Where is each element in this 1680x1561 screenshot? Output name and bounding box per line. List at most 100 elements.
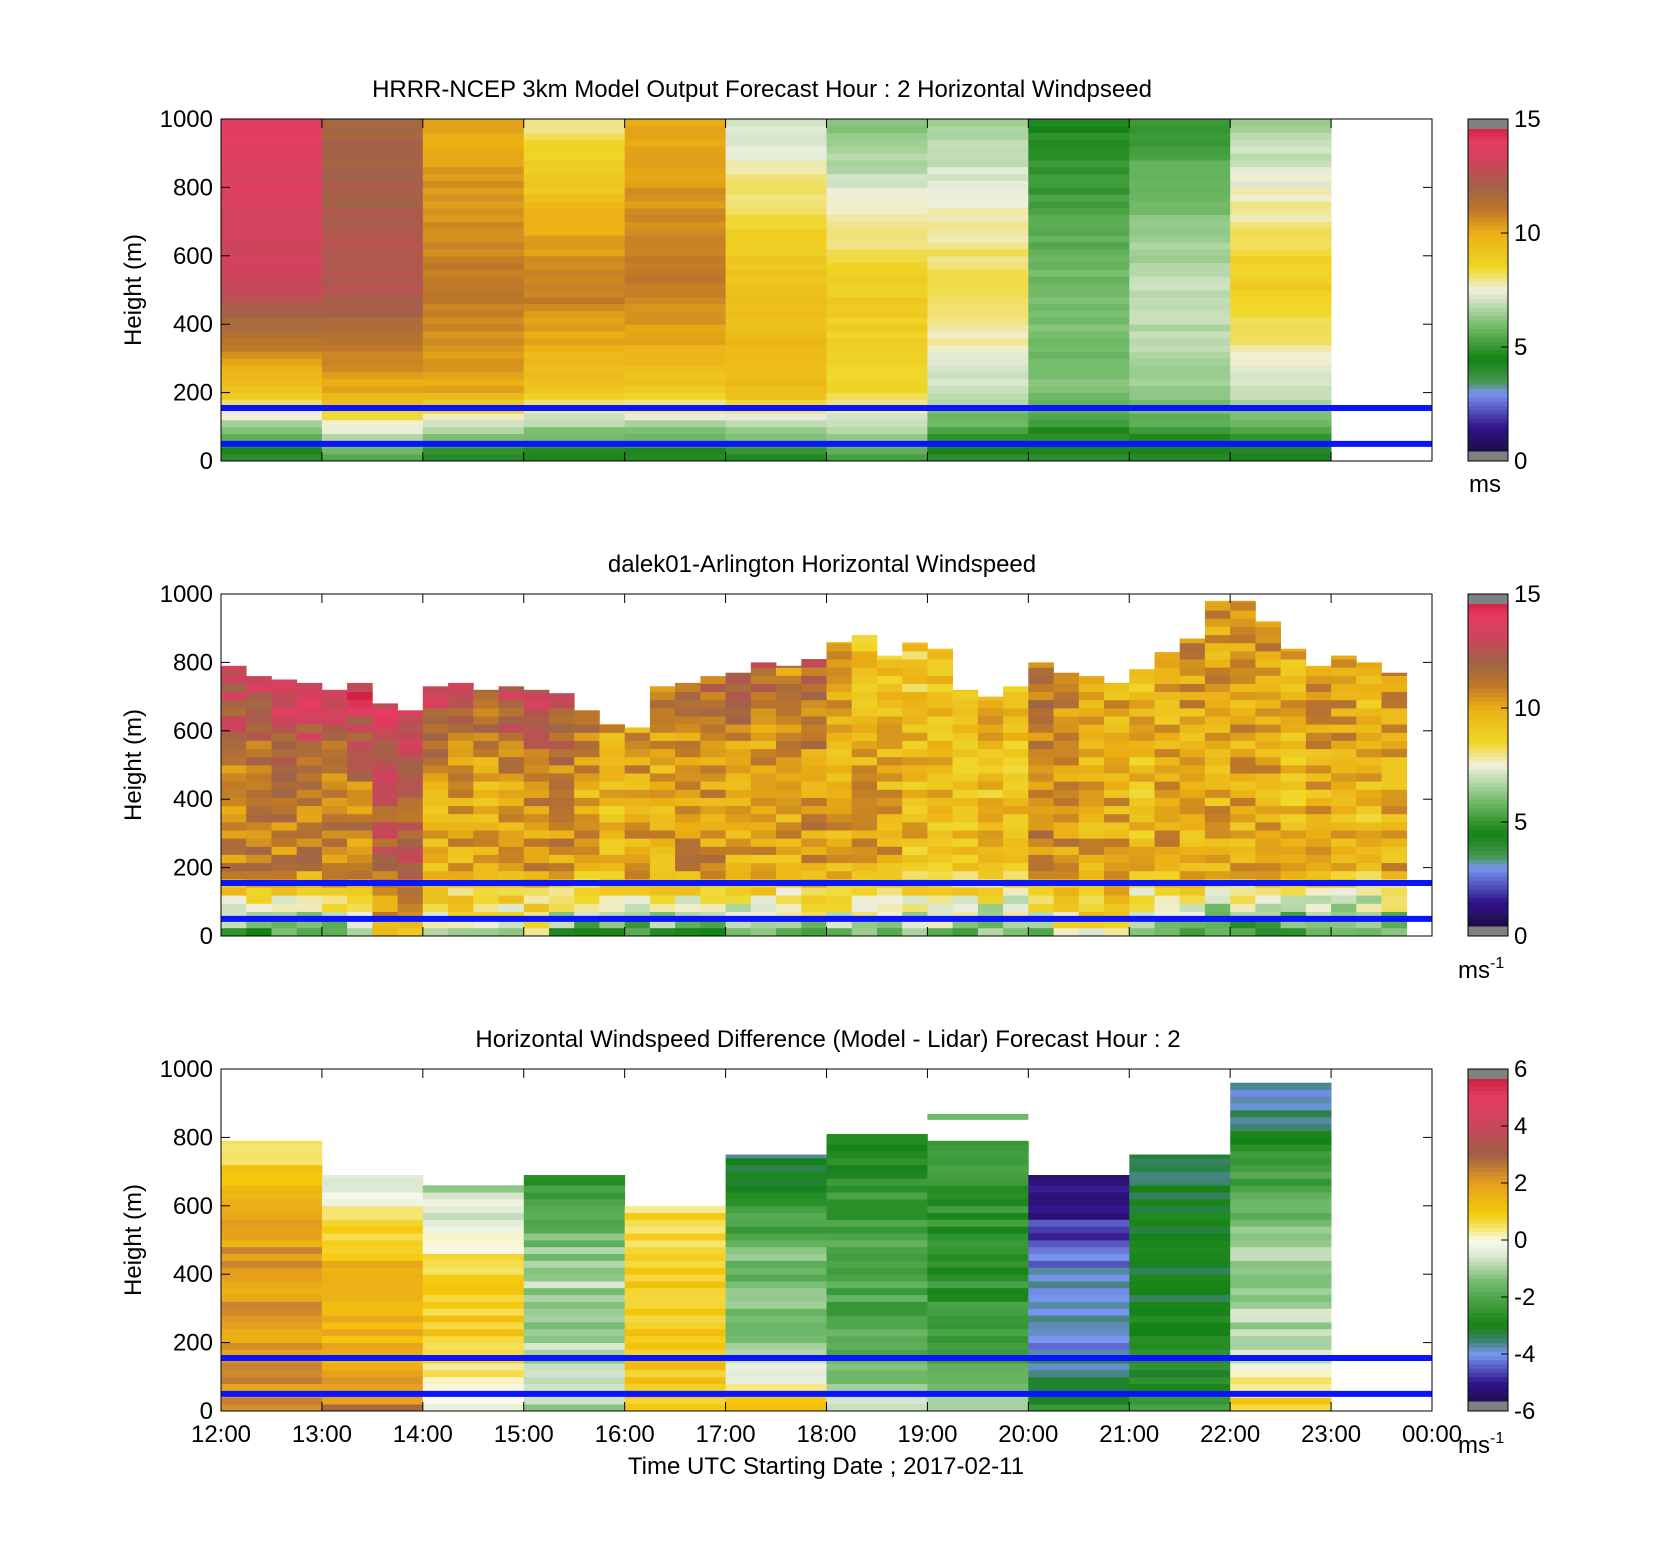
heatmap-cell (523, 235, 626, 243)
heatmap-cell (397, 903, 424, 912)
colorbar-band (1468, 217, 1508, 223)
heatmap-cell (221, 683, 247, 693)
colorbar-band (1468, 893, 1508, 899)
heatmap-cell (1078, 903, 1105, 912)
heatmap-cell (1179, 887, 1206, 896)
heatmap-cell (271, 773, 298, 782)
heatmap-cell (952, 870, 979, 880)
heatmap-cell (675, 756, 701, 766)
heatmap-cell (750, 927, 777, 937)
heatmap-cell (498, 830, 525, 839)
heatmap-cell (1204, 634, 1231, 644)
heatmap-cell (851, 765, 878, 774)
heatmap-cell (1230, 1328, 1332, 1337)
heatmap-cell (321, 344, 424, 352)
heatmap-cell (1129, 1376, 1231, 1384)
heatmap-cell (725, 1397, 827, 1405)
heatmap-cell (624, 887, 651, 896)
heatmap-cell (1204, 789, 1231, 798)
heatmap-cell (1129, 119, 1231, 127)
heatmap-cell (725, 748, 752, 758)
heatmap-cell (523, 732, 550, 741)
heatmap-cell (927, 846, 953, 855)
colorbar-band (1468, 1359, 1508, 1365)
heatmap-cell (1179, 813, 1206, 823)
heatmap-cell (826, 235, 928, 243)
heatmap-cell (1331, 724, 1357, 733)
heatmap-cell (1230, 716, 1256, 725)
heatmap-cell (221, 447, 323, 455)
heatmap-cell (1028, 447, 1130, 455)
heatmap-cell (1053, 895, 1080, 904)
heatmap-cell (1381, 781, 1408, 790)
colorbar-band (1468, 1218, 1508, 1224)
heatmap-cell (296, 854, 323, 864)
heatmap-cell (422, 748, 449, 758)
heatmap-cell (700, 773, 726, 782)
heatmap-cell (221, 708, 247, 717)
heatmap-cell (851, 854, 878, 864)
heatmap-cell (649, 903, 676, 912)
heatmap-cell (296, 683, 323, 693)
heatmap-cell (826, 1301, 928, 1309)
colorbar-band (1468, 1116, 1508, 1121)
heatmap-cell (347, 870, 373, 880)
heatmap-cell (321, 372, 424, 380)
colorbar-band (1468, 1240, 1508, 1245)
heatmap-cell (422, 1212, 525, 1220)
colorbar-band (1468, 854, 1508, 860)
heatmap-cell (296, 862, 323, 872)
heatmap-cell (221, 1199, 323, 1207)
colorbar-band (1468, 131, 1508, 137)
heatmap-cell (624, 153, 726, 161)
heatmap-cell (801, 724, 827, 733)
heatmap-cell (1053, 708, 1080, 717)
heatmap-cell (523, 870, 550, 880)
x-tick-label: 20:00 (998, 1421, 1058, 1448)
colorbar-band (1468, 208, 1508, 214)
heatmap-cell (826, 255, 928, 263)
colorbar-band (1468, 1282, 1508, 1288)
heatmap-cell (422, 392, 525, 400)
heatmap-cell (826, 166, 928, 175)
heatmap-cell (221, 1370, 323, 1378)
heatmap-cell (448, 911, 474, 921)
heatmap-cell (498, 691, 525, 701)
heatmap-cell (1028, 1205, 1130, 1213)
colorbar-band (1468, 1278, 1508, 1284)
heatmap-cell (1305, 781, 1332, 790)
heatmap-cell (397, 805, 424, 815)
heatmap-cell (1280, 773, 1307, 782)
colorbar-band (1468, 388, 1508, 394)
heatmap-cell (927, 358, 1029, 366)
heatmap-cell (1129, 372, 1231, 380)
heatmap-cell (977, 887, 1004, 896)
colorbar-band (1468, 628, 1508, 633)
colorbar-band (1468, 225, 1508, 231)
heatmap-cell (1356, 756, 1382, 766)
heatmap-cell (1230, 146, 1332, 154)
heatmap-cell (750, 748, 777, 758)
heatmap-cell (271, 679, 298, 684)
heatmap-cell (851, 773, 878, 782)
heatmap-cell (649, 895, 676, 904)
heatmap-cell (422, 1219, 525, 1227)
heatmap-cell (321, 830, 348, 839)
heatmap-cell (397, 724, 424, 733)
colorbar-band (1468, 294, 1508, 300)
heatmap-cell (1305, 805, 1332, 815)
heatmap-cell (1129, 337, 1231, 346)
heatmap-cell (624, 830, 651, 839)
heatmap-cell (1230, 413, 1332, 421)
colorbar-band (1468, 358, 1508, 364)
heatmap-cell (1129, 870, 1155, 880)
heatmap-cell (776, 683, 802, 693)
heatmap-cell (372, 887, 398, 896)
heatmap-cell (1255, 659, 1281, 668)
heatmap-cell (1028, 862, 1054, 872)
colorbar-band (1468, 760, 1508, 766)
heatmap-cell (1028, 773, 1054, 782)
colorbar-band (1468, 730, 1508, 736)
heatmap-cell (877, 797, 903, 807)
heatmap-cell (422, 317, 525, 325)
